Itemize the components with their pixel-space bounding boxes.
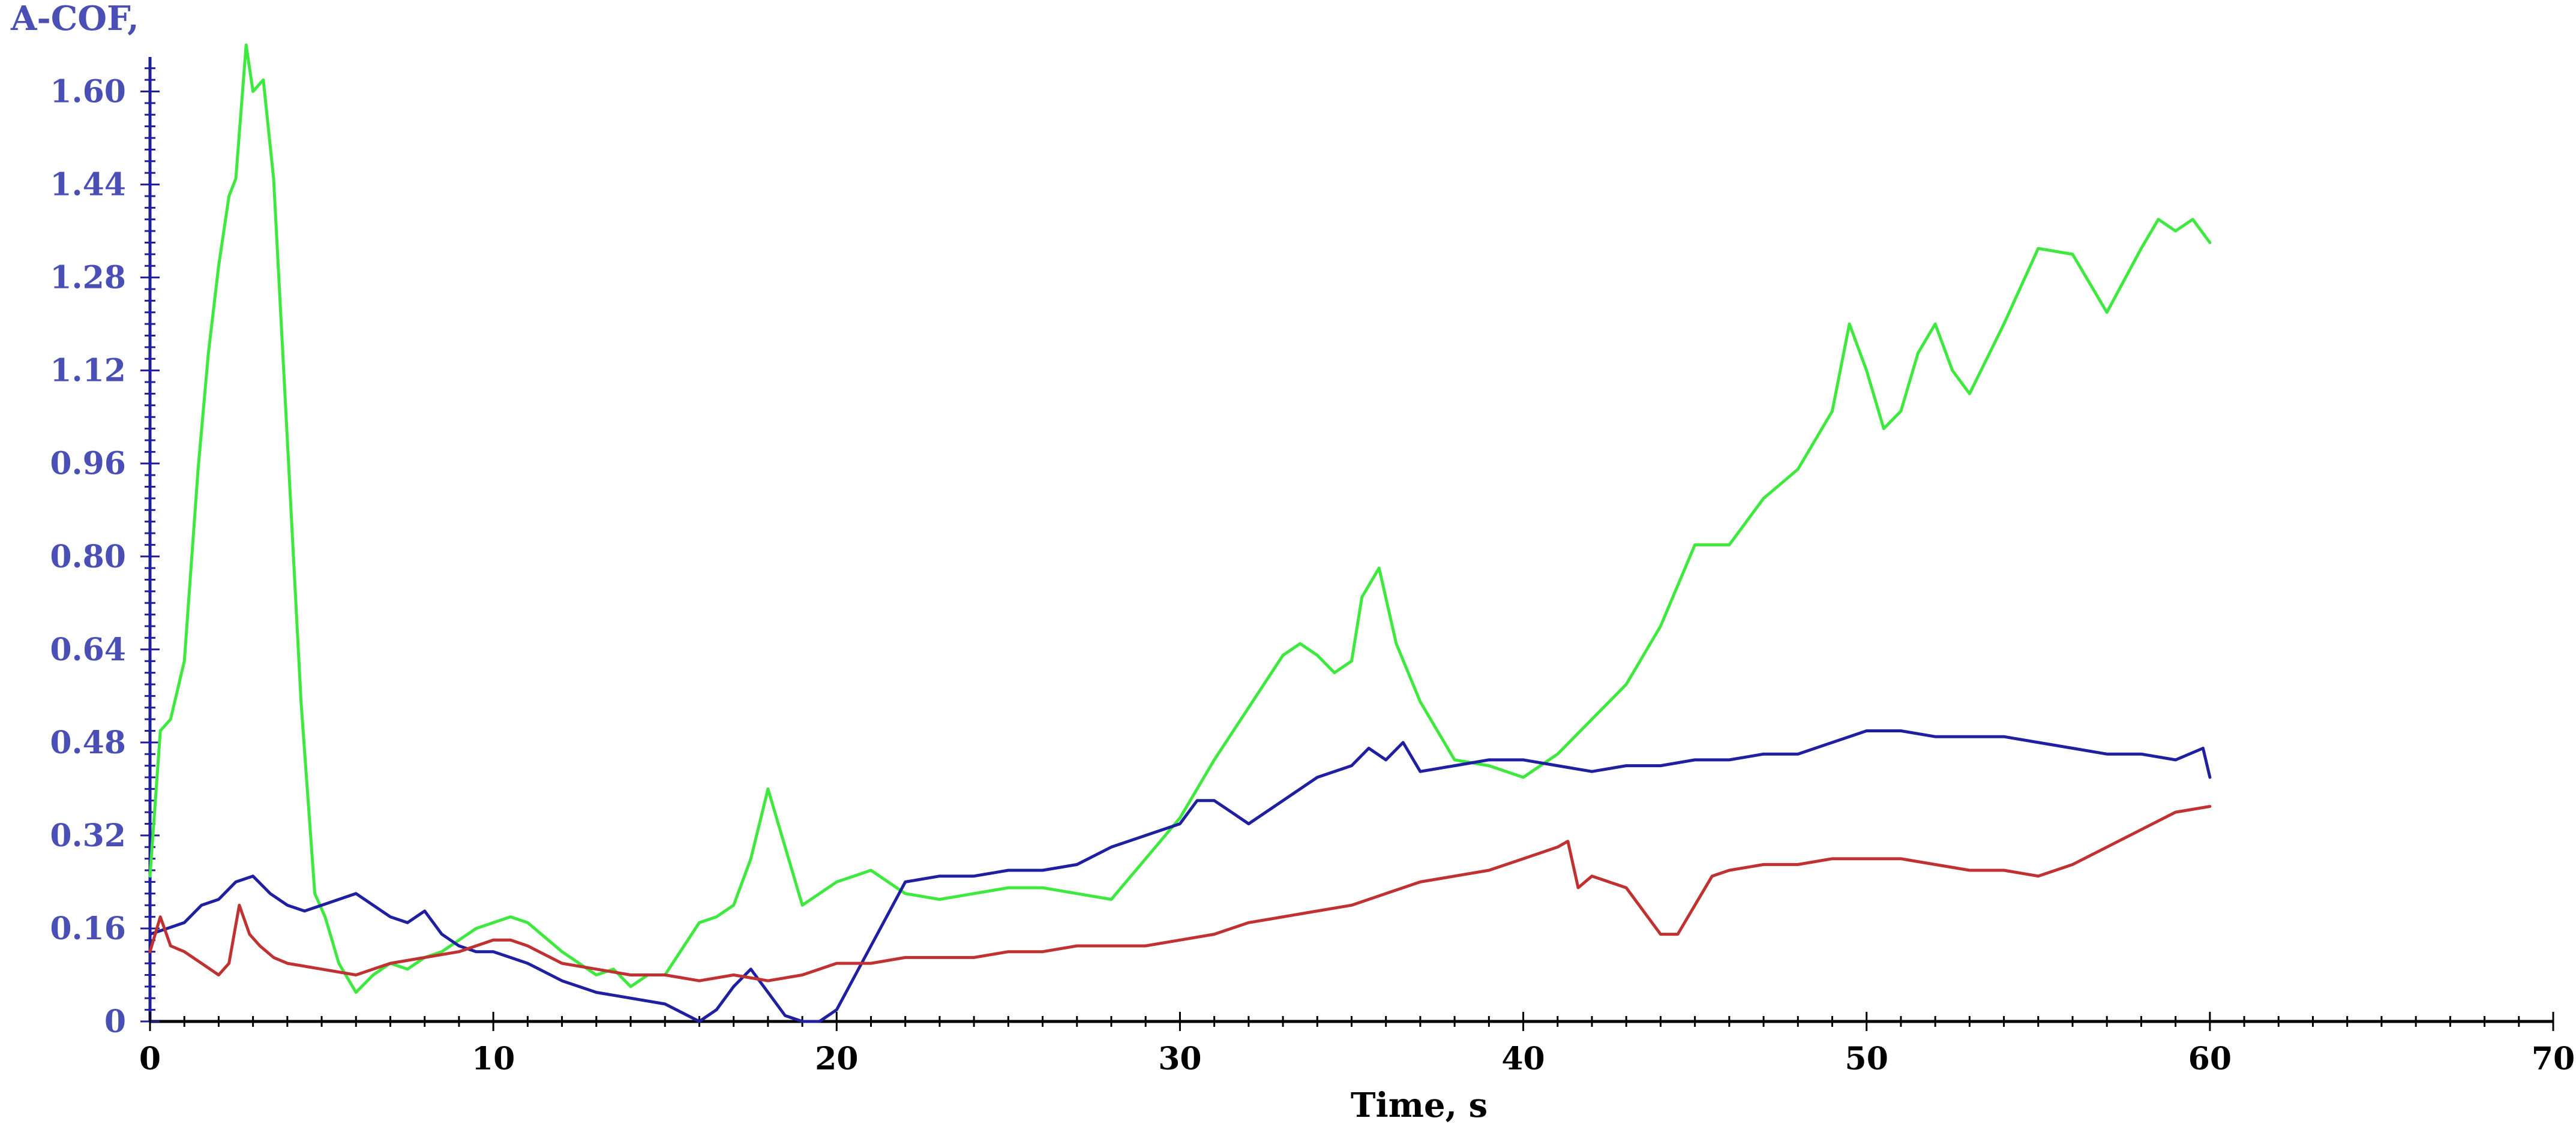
- ticks: 0 0.16 0.32 0.48 0.64 0.80 0.96 1.12 1.28 1.44 1.6…: [50, 67, 2575, 1077]
- x-tick-label: 30: [1158, 1041, 1201, 1077]
- y-tick-label: 0: [104, 1003, 126, 1040]
- series-group: [148, 43, 2212, 1023]
- x-tick-label: 50: [1845, 1041, 1888, 1077]
- axes: [148, 57, 2553, 1023]
- x-tick-label: 0: [139, 1041, 161, 1077]
- y-tick-label: 1.44: [50, 167, 126, 203]
- y-tick-label: 0.16: [50, 910, 126, 947]
- series-line-2: [148, 729, 2212, 1023]
- y-tick-label: 0.96: [50, 446, 126, 482]
- y-axis-label: A-COF,: [10, 0, 139, 38]
- x-tick-label: 60: [2188, 1041, 2232, 1077]
- y-tick-label: 1.60: [50, 74, 126, 110]
- y-tick-label: 1.12: [50, 353, 126, 389]
- y-tick-label: 0.48: [50, 725, 126, 761]
- y-tick-label: 0.80: [50, 539, 126, 575]
- x-tick-label: 10: [472, 1041, 515, 1077]
- x-tick-label: 70: [2532, 1041, 2575, 1077]
- series-line-3: [148, 805, 2212, 982]
- x-tick-label: 20: [815, 1041, 858, 1077]
- x-axis-label: Time, s: [1351, 1086, 1488, 1125]
- y-tick-label: 0.32: [50, 818, 126, 854]
- x-tick-label: 40: [1501, 1041, 1545, 1077]
- y-tick-label: 0.64: [50, 632, 126, 668]
- y-tick-label: 1.28: [50, 260, 126, 296]
- labels: A-COF, Time, s: [10, 0, 1488, 1125]
- series-line-1: [148, 43, 2212, 994]
